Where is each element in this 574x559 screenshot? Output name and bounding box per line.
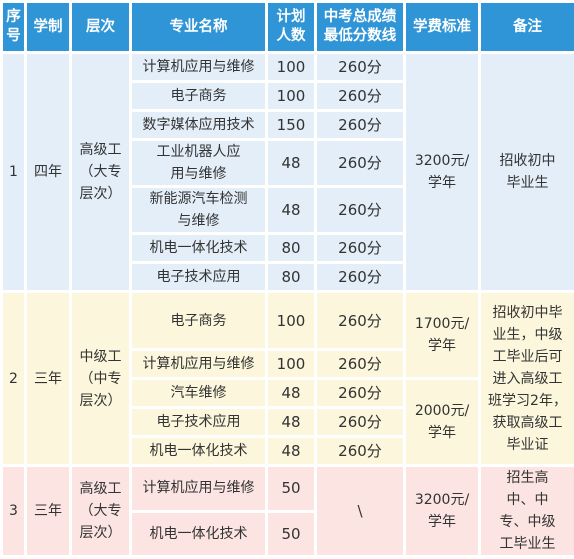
major-cell: 计算机应用与维修: [132, 351, 265, 377]
plan-cell: 48: [268, 438, 314, 464]
header-major: 专业名称: [132, 3, 265, 51]
group-note: 招收初中毕业生，中级工毕业后可进入高级工班学习2年，获取高级工毕业证: [481, 293, 574, 464]
group-fee-a: 1700元/学年: [406, 293, 478, 377]
plan-cell: 80: [268, 235, 314, 261]
header-plan: 计划人数: [268, 3, 314, 51]
group-duration: 三年: [27, 467, 69, 555]
score-cell: 260分: [317, 293, 403, 348]
plan-cell: 100: [268, 351, 314, 377]
table-row: 2 三年 中级工（中专层次） 电子商务 100 260分 1700元/学年 招收…: [3, 293, 574, 464]
table-row: 数字媒体应用技术 150 260分: [3, 112, 574, 138]
plan-cell: 48: [268, 380, 314, 406]
table-row: 3 三年 高级工（大专层次） 计算机应用与维修 50 \ 3200元/学年 招生…: [3, 467, 574, 555]
table-row: 工业机器人应用与维修 48 260分: [3, 141, 574, 185]
major-cell: 汽车维修: [132, 380, 265, 406]
group-fee: 3200元/学年: [406, 54, 478, 290]
major-cell: 机电一体化技术: [132, 438, 265, 464]
plan-cell: 100: [268, 293, 314, 348]
group-no: 2: [3, 293, 24, 464]
score-cell: 260分: [317, 112, 403, 138]
table-row: 电子技术应用 48 260分: [3, 409, 574, 435]
score-cell: 260分: [317, 235, 403, 261]
score-cell: \: [317, 467, 403, 555]
score-cell: 260分: [317, 438, 403, 464]
plan-cell: 100: [268, 83, 314, 109]
header-no: 序号: [3, 3, 24, 51]
header-min-score: 中考总成绩最低分数线: [317, 3, 403, 51]
score-cell: 260分: [317, 83, 403, 109]
score-cell: 260分: [317, 188, 403, 232]
table-row: 计算机应用与维修 100 260分: [3, 351, 574, 377]
score-cell: 260分: [317, 351, 403, 377]
table-row: 机电一体化技术 48 260分: [3, 438, 574, 464]
plan-cell: 48: [268, 141, 314, 185]
group-fee: 3200元/学年: [406, 467, 478, 555]
major-cell: 电子技术应用: [132, 264, 265, 290]
group-duration: 四年: [27, 54, 69, 290]
major-cell: 工业机器人应用与维修: [132, 141, 265, 185]
header-duration: 学制: [27, 3, 69, 51]
major-cell: 电子商务: [132, 293, 265, 348]
table-row: 1 四年 高级工（大专层次） 计算机应用与维修 100 260分 3200元/学…: [3, 54, 574, 290]
score-cell: 260分: [317, 380, 403, 406]
plan-cell: 50: [268, 467, 314, 510]
table-row: 机电一体化技术 50: [3, 512, 574, 555]
score-cell: 260分: [317, 409, 403, 435]
group-level: 高级工（大专层次）: [72, 467, 129, 555]
group-no: 3: [3, 467, 24, 555]
group-note: 招生高中、中专、中级工毕业生: [481, 467, 574, 555]
table-row: 汽车维修 48 260分 2000元/学年: [3, 380, 574, 464]
major-cell: 电子技术应用: [132, 409, 265, 435]
plan-cell: 48: [268, 409, 314, 435]
group-no: 1: [3, 54, 24, 290]
major-cell: 电子商务: [132, 83, 265, 109]
table-row: 新能源汽车检测与维修 48 260分: [3, 188, 574, 232]
header-note: 备注: [481, 3, 574, 51]
group-duration: 三年: [27, 293, 69, 464]
plan-cell: 80: [268, 264, 314, 290]
score-cell: 260分: [317, 54, 403, 80]
major-cell: 新能源汽车检测与维修: [132, 188, 265, 232]
table-row: 机电一体化技术 80 260分: [3, 235, 574, 261]
header-fee: 学费标准: [406, 3, 478, 51]
major-cell: 计算机应用与维修: [132, 54, 265, 80]
group-level: 高级工（大专层次）: [72, 54, 129, 290]
table-row: 电子商务 100 260分: [3, 83, 574, 109]
major-cell: 计算机应用与维修: [132, 467, 265, 510]
group-level: 中级工（中专层次）: [72, 293, 129, 464]
plan-cell: 100: [268, 54, 314, 80]
plan-cell: 48: [268, 188, 314, 232]
plan-cell: 150: [268, 112, 314, 138]
major-cell: 机电一体化技术: [132, 512, 265, 555]
group-note: 招收初中毕业生: [481, 54, 574, 290]
group-fee-b: 2000元/学年: [406, 380, 478, 464]
header-row: 序号 学制 层次 专业名称 计划人数 中考总成绩最低分数线 学费标准 备注: [3, 3, 574, 51]
header-level: 层次: [72, 3, 129, 51]
score-cell: 260分: [317, 141, 403, 185]
score-cell: 260分: [317, 264, 403, 290]
plan-cell: 50: [268, 512, 314, 555]
major-cell: 机电一体化技术: [132, 235, 265, 261]
major-cell: 数字媒体应用技术: [132, 112, 265, 138]
table-row: 电子技术应用 80 260分: [3, 264, 574, 290]
